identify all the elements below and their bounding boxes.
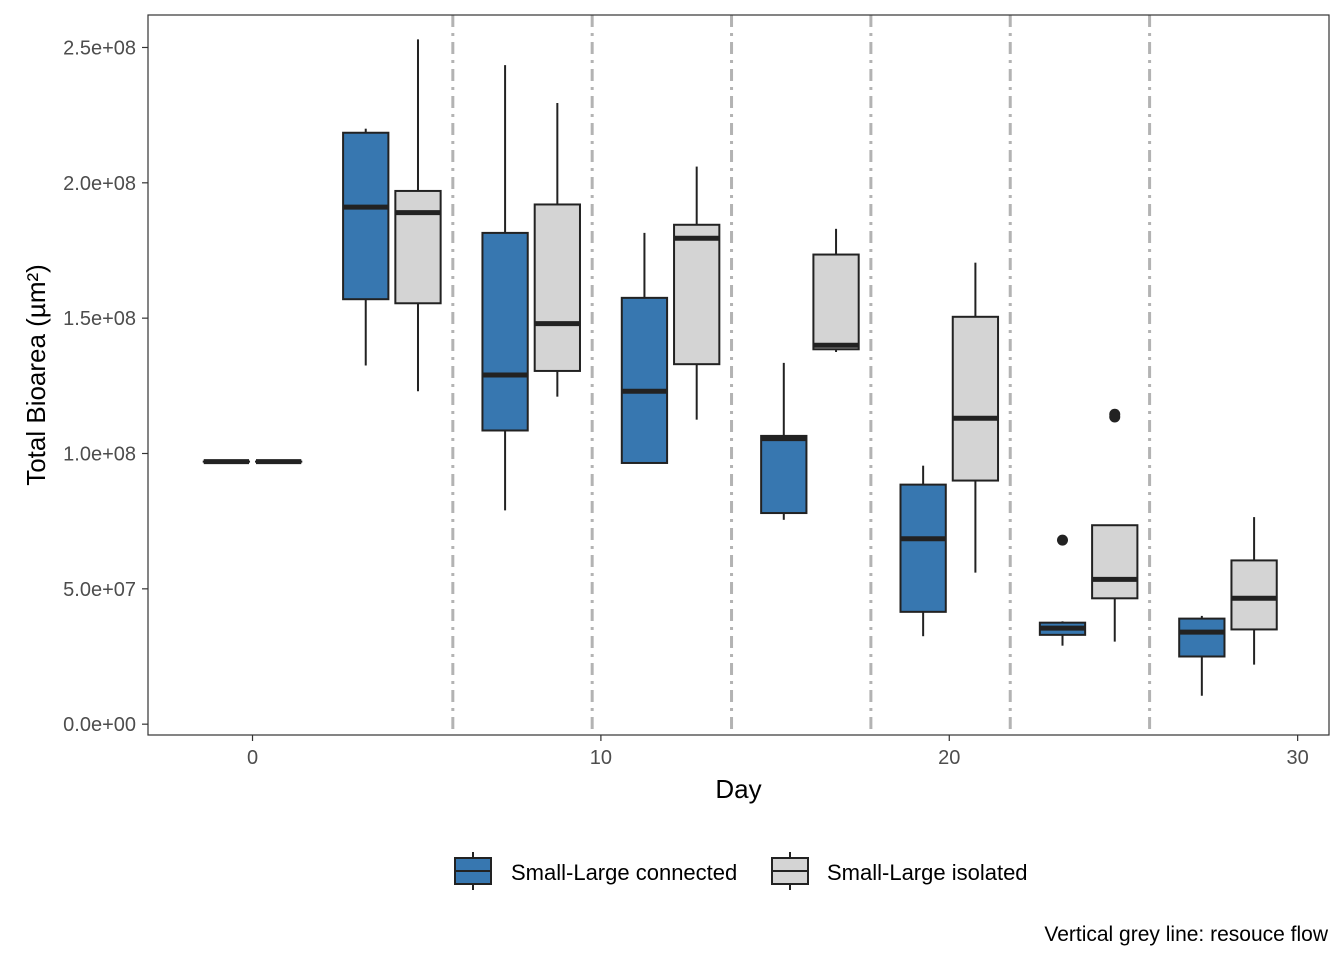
box-body [899,483,947,613]
x-tick-label: 30 [1287,747,1309,769]
box-outlier [1109,408,1121,420]
box-body [620,296,669,464]
chart-caption: Vertical grey line: resouce flow [1044,923,1328,946]
legend: Small-Large connected Small-Large isolate… [454,852,1028,890]
legend-label: Small-Large isolated [827,860,1028,885]
legend-key-isolated [771,852,809,890]
box-connected [1038,534,1087,646]
plot-panel-border [147,14,1330,736]
box-outlier [1056,534,1068,546]
box-connected [899,465,947,637]
box-isolated [673,166,721,420]
box-isolated [533,102,581,397]
x-tick-label: 20 [938,747,960,769]
box-body [673,223,721,366]
box-body [342,131,390,301]
box-body [394,189,442,305]
legend-key-connected [454,852,492,890]
resource-flow-lines [451,15,1152,735]
box-body [760,434,808,515]
box-body [1091,524,1139,600]
y-axis: 0.0e+00 5.0e+07 1.0e+08 1.5e+08 2.0e+08 2.5e+… [63,37,148,736]
box-isolated [951,262,1000,573]
box-isolated [1230,517,1278,665]
box-body [481,231,529,432]
y-tick-label: 5.0e+07 [63,579,136,601]
box-connected [342,128,390,366]
box-body [533,203,581,372]
y-tick-label: 1.0e+08 [63,443,136,465]
y-tick-label: 0.0e+00 [63,714,136,736]
box-body [1230,559,1278,631]
box-connected [760,362,808,520]
legend-label: Small-Large connected [511,860,737,885]
box-connected [1178,615,1226,696]
box-connected [620,232,669,464]
y-tick-label: 1.5e+08 [63,308,136,330]
box-isolated [812,228,860,352]
x-axis-title: Day [715,774,761,804]
x-tick-label: 10 [590,747,612,769]
box-groups [202,39,1278,696]
box-connected [481,65,529,511]
box-isolated [394,39,442,392]
box-body [951,315,1000,482]
x-axis: 0 10 20 30 [247,735,1309,769]
box-body [812,253,860,351]
y-tick-label: 2.0e+08 [63,173,136,195]
y-axis-title: Total Bioarea (µm²) [21,264,51,486]
y-tick-label: 2.5e+08 [63,37,136,59]
box-body [1178,617,1226,658]
box-isolated [1091,408,1139,642]
x-tick-label: 0 [247,747,258,769]
